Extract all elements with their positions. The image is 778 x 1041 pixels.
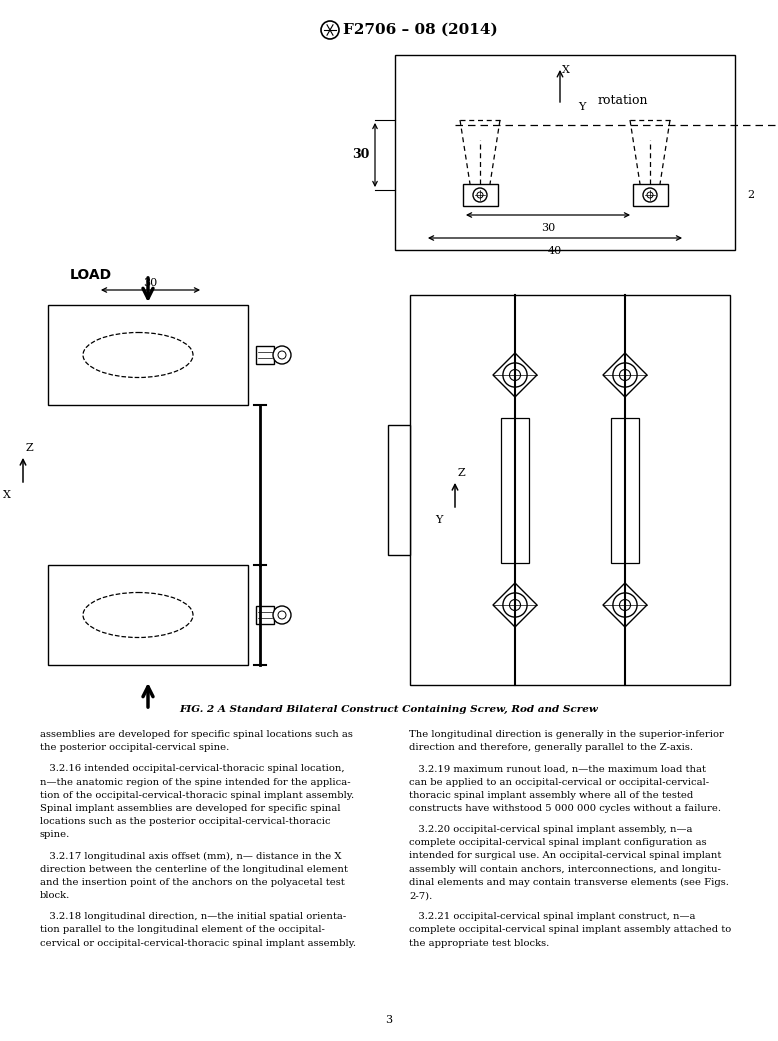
Circle shape: [619, 600, 630, 610]
Text: intended for surgical use. An occipital-cervical spinal implant: intended for surgical use. An occipital-…: [409, 852, 721, 861]
Text: can be applied to an occipital-cervical or occipital-cervical-: can be applied to an occipital-cervical …: [409, 778, 709, 787]
Circle shape: [643, 188, 657, 202]
Text: 3.2.19 maximum runout load, n—the maximum load that: 3.2.19 maximum runout load, n—the maximu…: [409, 764, 706, 773]
Ellipse shape: [83, 332, 193, 378]
Circle shape: [503, 593, 527, 617]
Circle shape: [477, 192, 483, 198]
Text: X: X: [562, 65, 569, 75]
Circle shape: [273, 346, 291, 364]
Circle shape: [619, 370, 630, 381]
Circle shape: [613, 363, 637, 387]
Text: and the insertion point of the anchors on the polyacetal test: and the insertion point of the anchors o…: [40, 878, 345, 887]
Circle shape: [473, 188, 487, 202]
Text: constructs have withstood 5 000 000 cycles without a failure.: constructs have withstood 5 000 000 cycl…: [409, 804, 721, 813]
Circle shape: [647, 192, 653, 198]
Text: F2706 – 08 (2014): F2706 – 08 (2014): [343, 23, 498, 37]
Text: 2: 2: [747, 191, 754, 200]
Text: Z: Z: [458, 468, 465, 478]
Text: X: X: [3, 490, 11, 500]
Text: LOAD: LOAD: [70, 268, 112, 282]
Text: 3: 3: [385, 1015, 393, 1025]
Bar: [256, 346, 274, 364]
Bar: [256, 606, 274, 624]
Text: complete occipital-cervical spinal implant configuration as: complete occipital-cervical spinal impla…: [409, 838, 706, 847]
Text: FIG. 2 A Standard Bilateral Construct Containing Screw, Rod and Screw: FIG. 2 A Standard Bilateral Construct Co…: [180, 705, 598, 714]
Text: tion parallel to the longitudinal element of the occipital-: tion parallel to the longitudinal elemen…: [40, 925, 325, 935]
Bar: [48, 565, 248, 665]
Text: 2-7).: 2-7).: [409, 891, 433, 900]
Text: complete occipital-cervical spinal implant assembly attached to: complete occipital-cervical spinal impla…: [409, 925, 731, 935]
Text: Y: Y: [436, 515, 443, 525]
Text: The longitudinal direction is generally in the superior-inferior: The longitudinal direction is generally …: [409, 730, 724, 739]
Circle shape: [278, 611, 286, 619]
Text: Spinal implant assemblies are developed for specific spinal: Spinal implant assemblies are developed …: [40, 804, 341, 813]
Text: Y: Y: [578, 102, 585, 112]
Text: 3.2.20 occipital-cervical spinal implant assembly, n—a: 3.2.20 occipital-cervical spinal implant…: [409, 826, 692, 834]
Circle shape: [321, 21, 339, 39]
Text: block.: block.: [40, 891, 70, 900]
Text: the appropriate test blocks.: the appropriate test blocks.: [409, 939, 549, 947]
Text: tion of the occipital-cervical-thoracic spinal implant assembly.: tion of the occipital-cervical-thoracic …: [40, 791, 354, 799]
Text: assembly will contain anchors, interconnections, and longitu-: assembly will contain anchors, interconn…: [409, 865, 721, 873]
Circle shape: [510, 370, 520, 381]
Circle shape: [510, 600, 520, 610]
Ellipse shape: [83, 592, 193, 637]
Circle shape: [503, 363, 527, 387]
Text: locations such as the posterior occipital-cervical-thoracic: locations such as the posterior occipita…: [40, 817, 331, 827]
Bar: [463, 184, 498, 206]
Bar: [395, 55, 735, 250]
Circle shape: [278, 351, 286, 359]
Text: spine.: spine.: [40, 831, 70, 839]
Text: 3.2.16 intended occipital-cervical-thoracic spinal location,: 3.2.16 intended occipital-cervical-thora…: [40, 764, 345, 773]
Bar: [501, 418, 529, 563]
Text: direction and therefore, generally parallel to the Z-axis.: direction and therefore, generally paral…: [409, 743, 693, 753]
Text: 30: 30: [352, 149, 370, 161]
Circle shape: [273, 606, 291, 624]
Text: assemblies are developed for specific spinal locations such as: assemblies are developed for specific sp…: [40, 730, 353, 739]
Text: 30: 30: [143, 278, 157, 288]
Text: 3.2.21 occipital-cervical spinal implant construct, n—a: 3.2.21 occipital-cervical spinal implant…: [409, 912, 696, 921]
Bar: [48, 305, 248, 405]
Text: dinal elements and may contain transverse elements (see Figs.: dinal elements and may contain transvers…: [409, 878, 729, 887]
Text: thoracic spinal implant assembly where all of the tested: thoracic spinal implant assembly where a…: [409, 791, 693, 799]
Text: 3.2.17 longitudinal axis offset (mm), n— distance in the X: 3.2.17 longitudinal axis offset (mm), n—…: [40, 852, 342, 861]
Text: cervical or occipital-cervical-thoracic spinal implant assembly.: cervical or occipital-cervical-thoracic …: [40, 939, 356, 947]
Bar: [388, 425, 410, 555]
Text: 40: 40: [548, 246, 562, 256]
Circle shape: [613, 593, 637, 617]
Text: rotation: rotation: [598, 94, 649, 106]
Bar: [611, 418, 639, 563]
Text: direction between the centerline of the longitudinal element: direction between the centerline of the …: [40, 865, 348, 873]
Bar: [633, 184, 668, 206]
Text: the posterior occipital-cervical spine.: the posterior occipital-cervical spine.: [40, 743, 230, 753]
Text: n—the anatomic region of the spine intended for the applica-: n—the anatomic region of the spine inten…: [40, 778, 351, 787]
Text: 30: 30: [541, 223, 555, 233]
Text: Z: Z: [26, 443, 33, 453]
Text: 3.2.18 longitudinal direction, n—the initial spatial orienta-: 3.2.18 longitudinal direction, n—the ini…: [40, 912, 346, 921]
Bar: [410, 295, 730, 685]
